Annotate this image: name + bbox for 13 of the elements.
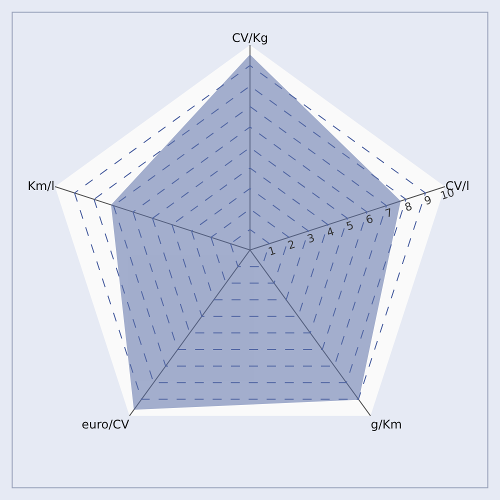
y-tick-label: 3 (306, 231, 316, 246)
spoke-label: CV/Kg (232, 31, 268, 46)
y-tick-label: 4 (325, 225, 336, 240)
y-tick-label: 2 (286, 238, 297, 252)
y-tick-label: 5 (344, 218, 356, 234)
spoke-label: Km/l (28, 178, 55, 193)
y-tick-label: 9 (422, 193, 434, 208)
y-tick-label: 7 (384, 206, 394, 221)
spoke-label: g/Km (370, 417, 402, 432)
y-tick-label: 6 (364, 212, 375, 227)
y-tick-label: 8 (403, 200, 414, 214)
spoke-label: euro/CV (82, 417, 130, 432)
y-tick-label: 1 (266, 244, 278, 259)
